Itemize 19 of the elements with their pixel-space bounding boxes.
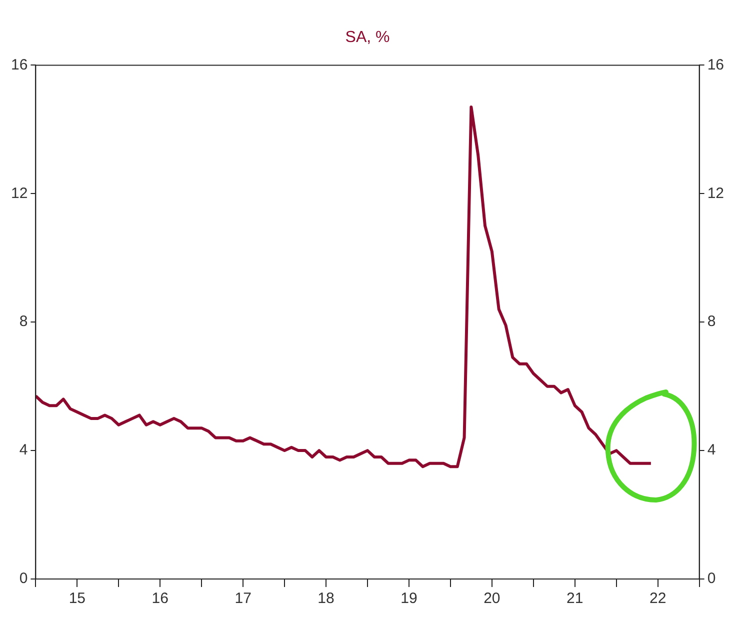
y-tick-label: 12: [10, 184, 28, 202]
y-tick-label: 8: [19, 313, 28, 330]
x-tick-label: 17: [234, 590, 252, 608]
x-tick-label: 21: [566, 590, 584, 608]
x-tick-label: 22: [649, 590, 666, 608]
y-tick-label: 0: [19, 570, 28, 588]
y2-tick-label: 16: [707, 56, 724, 74]
x-tick-label: 18: [318, 590, 334, 608]
chart-title: SA, %: [345, 29, 390, 46]
y2-tick-label: 12: [707, 184, 724, 202]
y2-tick-label: 0: [707, 570, 716, 588]
y2-tick-label: 8: [707, 313, 716, 330]
x-tick-label: 15: [68, 590, 86, 608]
x-tick-label: 20: [484, 590, 500, 608]
x-tick-label: 16: [152, 590, 168, 608]
y2-tick-label: 4: [707, 442, 716, 459]
y-tick-label: 4: [19, 442, 28, 459]
y-tick-label: 16: [10, 56, 28, 74]
x-tick-label: 19: [400, 590, 418, 608]
